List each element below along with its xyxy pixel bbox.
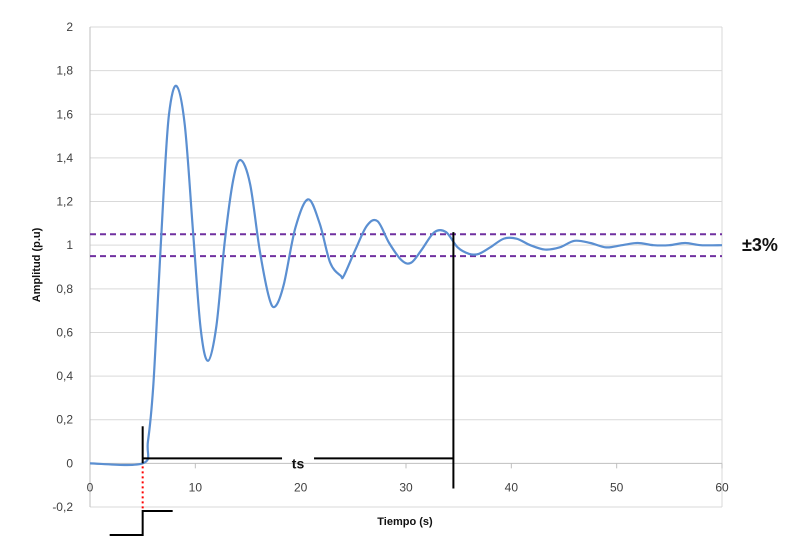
y-tick-label-6: 1 <box>66 238 73 252</box>
x-tick-label-6: 60 <box>715 480 729 494</box>
tick-labels: -0,200,20,40,60,811,21,41,61,820 10 20 30 40… <box>52 20 729 514</box>
y-axis-title: Amplitud (p.u) <box>31 227 43 302</box>
x-tick-label-4: 40 <box>505 480 519 494</box>
grid-lines <box>90 26 723 508</box>
x-axis-title: Tiempo (s) <box>377 516 433 528</box>
y-tick-label-7: 1,2 <box>56 195 73 209</box>
y-tick-label-4: 0,6 <box>56 325 73 339</box>
x-tick-label-2: 20 <box>294 480 308 494</box>
step-input-icon <box>109 510 173 536</box>
axes <box>89 27 723 507</box>
y-tick-label-11: 2 <box>66 20 73 34</box>
y-tick-label-3: 0,4 <box>56 369 73 383</box>
y-tick-label-10: 1,8 <box>56 64 73 78</box>
y-tick-label-8: 1,4 <box>56 151 73 165</box>
tolerance-band-label: ±3% <box>742 235 778 255</box>
settling-time-label: ts <box>292 455 305 471</box>
response-curve <box>89 84 723 467</box>
x-tick-label-0: 0 <box>87 480 94 494</box>
y-tick-label-1: 0 <box>66 456 73 470</box>
y-tick-label-2: 0,2 <box>56 413 73 427</box>
y-tick-label-0: -0,2 <box>52 500 73 514</box>
x-tick-label-3: 30 <box>399 480 413 494</box>
x-tick-label-5: 50 <box>610 480 624 494</box>
y-tick-label-9: 1,6 <box>56 107 73 121</box>
x-tick-label-1: 10 <box>189 480 203 494</box>
annotations <box>109 232 455 536</box>
series-layer <box>89 84 723 467</box>
y-tick-label-5: 0,8 <box>56 282 73 296</box>
